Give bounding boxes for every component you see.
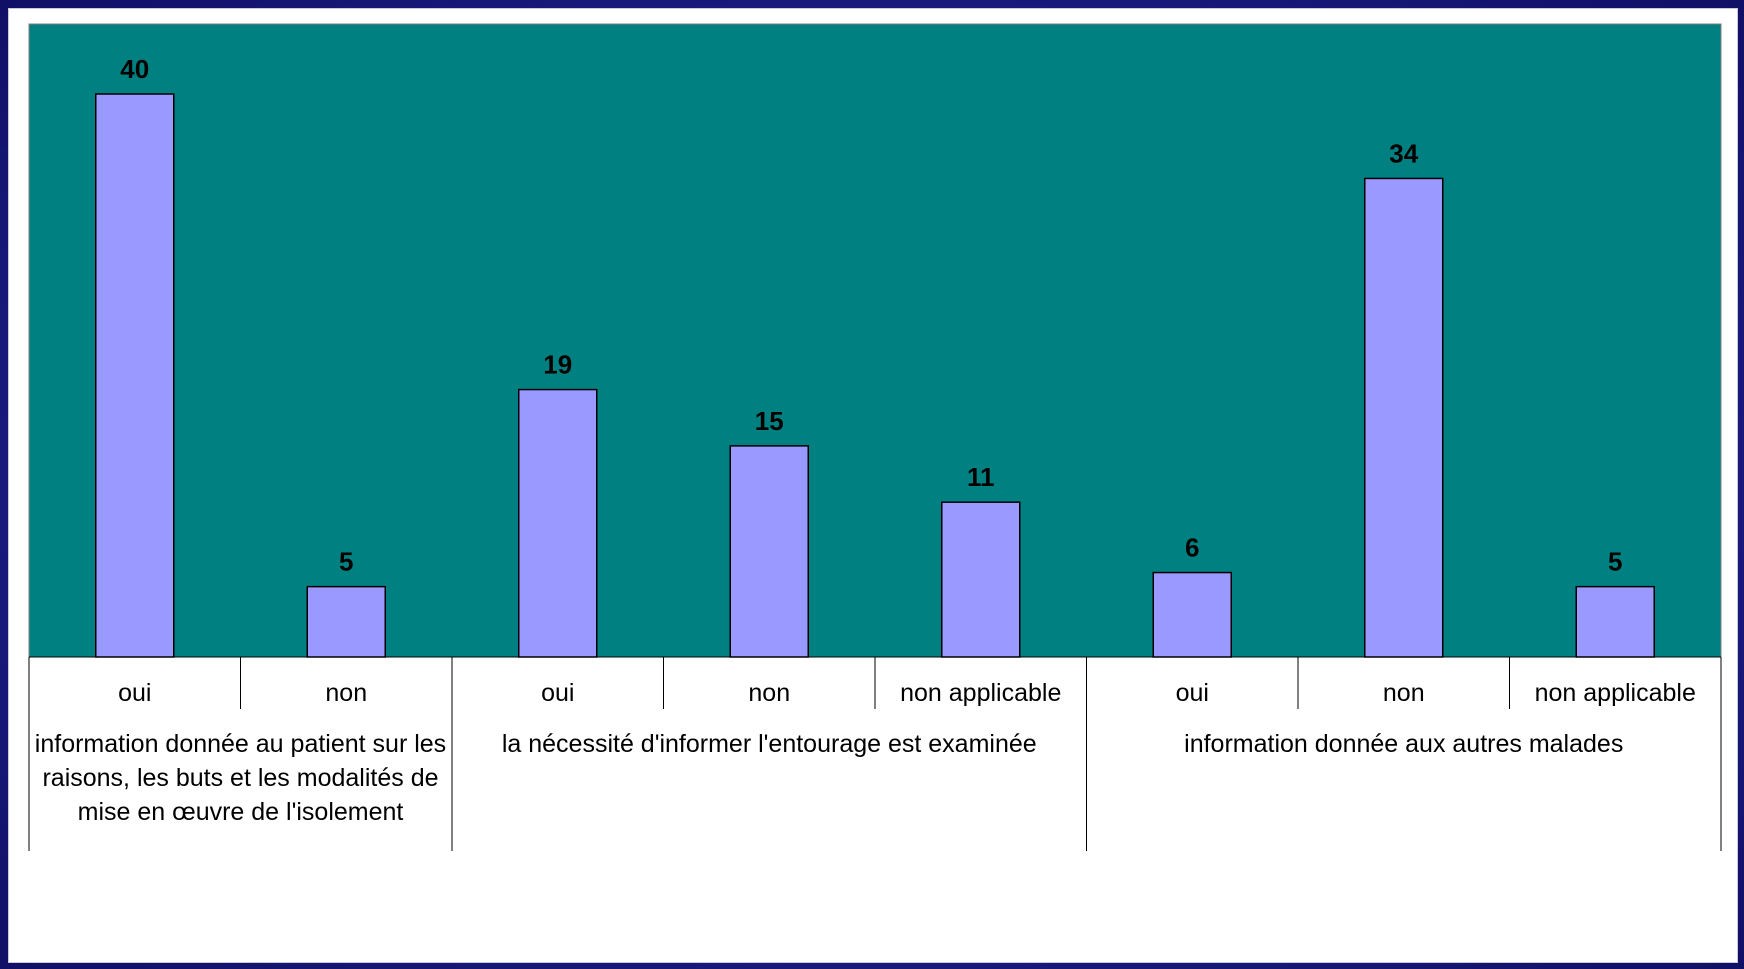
category-label: non [748, 679, 790, 707]
category-label: non applicable [1535, 679, 1696, 707]
bar [306, 585, 386, 658]
group-label: information donnée au patient sur les ra… [34, 730, 447, 826]
bar-value-label: 6 [1185, 533, 1199, 563]
bar-value-label: 5 [339, 547, 353, 577]
category-label: oui [118, 679, 151, 707]
bar [941, 501, 1021, 658]
bar-value-label: 19 [543, 350, 572, 380]
bar [518, 388, 598, 658]
bar [95, 93, 175, 658]
group-label: la nécessité d'informer l'entourage est … [501, 730, 1037, 758]
group-label: information donnée aux autres malades [1184, 730, 1624, 758]
bar [1364, 177, 1444, 658]
category-label: oui [1176, 679, 1209, 707]
bar-value-label: 40 [120, 54, 149, 84]
bar-value-label: 5 [1608, 547, 1622, 577]
bar [1575, 585, 1655, 658]
category-label: non [1383, 679, 1425, 707]
category-label: non applicable [900, 679, 1061, 707]
bar [1152, 571, 1232, 658]
bar-value-label: 15 [755, 406, 784, 436]
category-label: oui [541, 679, 574, 707]
category-label: non [325, 679, 367, 707]
bar-chart: 40 5 19 15 11 6 34 5 oui non oui non non applicable o… [28, 23, 1722, 851]
bar-value-label: 34 [1389, 138, 1418, 168]
chart-panel: 40 5 19 15 11 6 34 5 oui non oui non non applicable o… [8, 8, 1738, 963]
bar-value-label: 11 [967, 462, 995, 492]
bar [729, 445, 809, 658]
plot-area [28, 23, 1722, 658]
